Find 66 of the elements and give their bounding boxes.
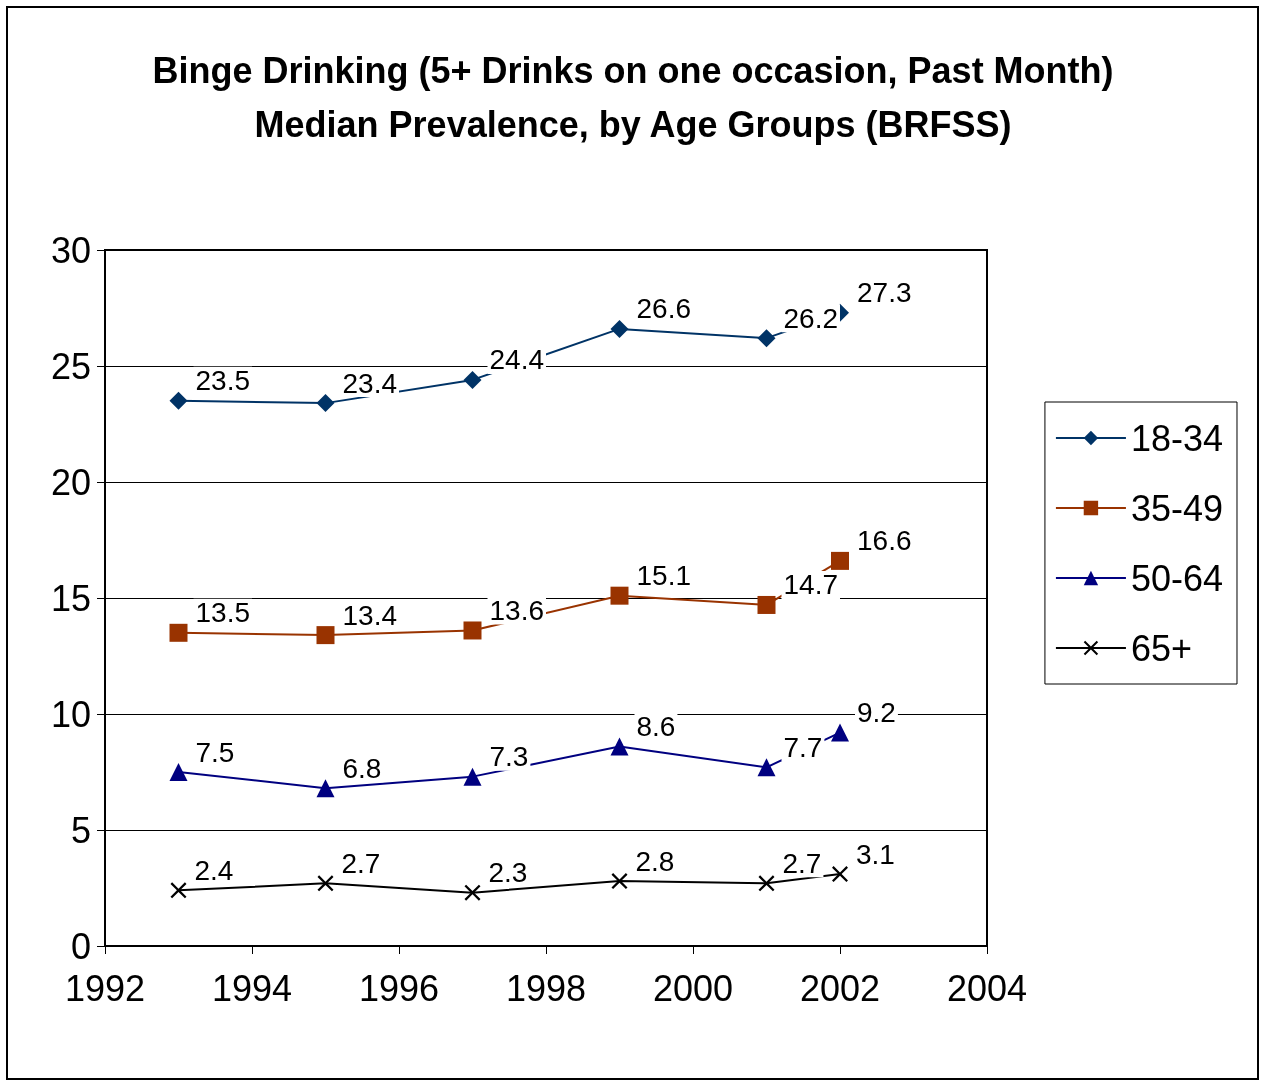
- data-label: 23.4: [342, 367, 397, 399]
- y-tick-label: 0: [70, 925, 91, 967]
- data-label: 2.3: [488, 857, 528, 889]
- y-tick-label: 30: [50, 229, 91, 271]
- point: [831, 551, 849, 570]
- data-label: 7.3: [489, 741, 529, 773]
- data-label: 2.7: [782, 847, 822, 879]
- data-label: 8.6: [636, 710, 676, 742]
- point: [757, 329, 776, 348]
- x-tick-label: 1994: [211, 967, 293, 1009]
- point: [316, 394, 335, 413]
- point: [610, 737, 629, 756]
- point: [316, 626, 335, 645]
- x-tick-label: 2002: [799, 967, 881, 1009]
- data-label: 2.7: [341, 847, 381, 879]
- data-label: 16.6: [857, 525, 912, 557]
- point: [169, 391, 188, 410]
- point: [464, 884, 481, 901]
- point: [463, 621, 482, 640]
- point: [169, 623, 188, 642]
- data-label: 7.7: [783, 731, 823, 763]
- data-label: 2.4: [194, 854, 234, 886]
- point: [758, 875, 775, 892]
- legend-label: 65+: [1130, 627, 1192, 669]
- x-tick-label: 1998: [505, 967, 587, 1009]
- data-label: 14.7: [783, 569, 838, 601]
- point: [463, 370, 482, 389]
- y-tick-label: 15: [50, 577, 91, 619]
- data-label: 13.6: [489, 594, 544, 626]
- data-label: 9.2: [857, 697, 896, 729]
- legend-label: 35-49: [1130, 487, 1223, 529]
- data-label: 26.6: [636, 293, 691, 325]
- data-label: 15.1: [636, 560, 691, 592]
- data-label: 23.5: [195, 365, 250, 397]
- data-label: 7.5: [195, 736, 235, 768]
- data-label: 13.4: [342, 599, 397, 631]
- y-tick-label: 5: [70, 809, 91, 851]
- point: [463, 767, 482, 786]
- point: [757, 595, 776, 614]
- x-tick-label: 1992: [64, 967, 146, 1009]
- legend-label: 18-34: [1130, 417, 1223, 459]
- data-label: 6.8: [342, 752, 382, 784]
- legend-label: 50-64: [1130, 557, 1223, 599]
- point: [317, 875, 334, 892]
- point: [316, 779, 335, 798]
- y-tick-label: 10: [50, 693, 91, 735]
- chart-title: Binge Drinking (5+ Drinks on one occasion, Past Month) Median Prevalence, by Age Groups (BRFSS): [152, 49, 1114, 145]
- x-tick-label: 1996: [358, 967, 440, 1009]
- point: [611, 873, 628, 890]
- point: [169, 763, 188, 781]
- data-label: 24.4: [489, 344, 544, 376]
- point: [610, 586, 629, 605]
- y-tick-label: 20: [50, 461, 91, 503]
- x-tick-label: 2000: [652, 967, 734, 1009]
- data-label: 2.8: [635, 845, 675, 877]
- point: [170, 882, 187, 899]
- data-label: 3.1: [856, 838, 895, 870]
- data-label: 27.3: [857, 277, 912, 309]
- point: [757, 758, 776, 777]
- point: [831, 723, 849, 742]
- point: [832, 866, 848, 883]
- y-tick-label: 25: [50, 345, 91, 387]
- point: [610, 319, 629, 338]
- data-label: 26.2: [783, 302, 838, 334]
- x-tick-label: 2004: [946, 967, 1028, 1009]
- data-label: 13.5: [195, 597, 250, 629]
